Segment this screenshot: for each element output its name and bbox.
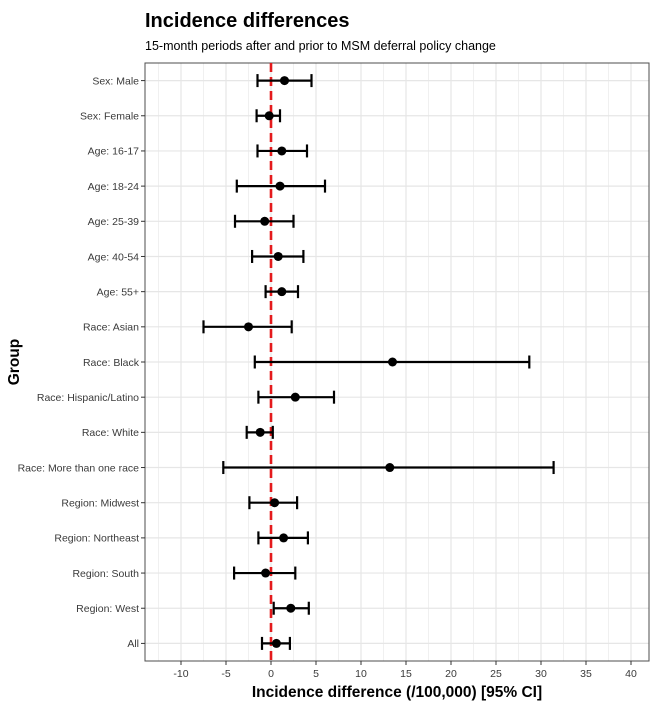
- y-tick-label: Age: 18-24: [88, 181, 140, 193]
- point-estimate: [280, 76, 289, 86]
- data-row: [272, 601, 310, 615]
- data-row: [248, 496, 299, 510]
- point-estimate: [275, 181, 285, 191]
- data-row: [264, 285, 300, 299]
- point-estimate: [290, 392, 300, 402]
- data-row: [256, 144, 309, 158]
- x-tick-label: 40: [625, 668, 637, 680]
- y-tick-label: Race: White: [82, 427, 139, 439]
- y-tick-label: Region: South: [72, 568, 139, 580]
- y-tick-label: Race: Black: [83, 357, 140, 369]
- point-estimate: [286, 603, 296, 613]
- y-tick-label: Race: More than one race: [18, 462, 140, 474]
- point-estimate: [260, 216, 270, 226]
- x-tick-label: 20: [445, 668, 457, 680]
- y-tick-label: Region: Midwest: [61, 498, 139, 510]
- point-estimate: [264, 111, 274, 121]
- data-row: [245, 425, 274, 439]
- point-estimate: [244, 322, 253, 332]
- y-tick-label: Age: 40-54: [88, 251, 140, 263]
- point-estimate: [277, 287, 287, 297]
- data-row: [222, 461, 555, 475]
- y-tick-label: Age: 25-39: [88, 216, 140, 228]
- x-tick-label: 30: [535, 668, 547, 680]
- point-estimate: [255, 427, 265, 437]
- y-tick-label: Age: 55+: [97, 286, 139, 298]
- x-tick-label: 25: [490, 668, 502, 680]
- point-estimate: [388, 357, 397, 367]
- x-tick-label: 10: [355, 668, 367, 680]
- x-tick-label: 15: [400, 668, 412, 680]
- data-row: [256, 74, 313, 88]
- point-estimate: [277, 146, 287, 156]
- data-row: [255, 109, 282, 123]
- y-tick-label: Age: 16-17: [88, 146, 140, 158]
- y-tick-label: Region: Northeast: [54, 533, 139, 545]
- point-estimate: [385, 463, 395, 473]
- point-estimate: [270, 498, 280, 508]
- data-row: [202, 320, 293, 334]
- chart-title: Incidence differences: [145, 10, 350, 32]
- data-row: [257, 390, 336, 404]
- x-tick-label: -10: [173, 668, 188, 680]
- data-row: [235, 179, 327, 193]
- x-tick-label: 35: [580, 668, 592, 680]
- y-tick-label: Region: West: [76, 603, 139, 615]
- x-tick-label: 0: [268, 668, 274, 680]
- data-row: [233, 566, 297, 580]
- data-row: [233, 214, 295, 228]
- data-row: [257, 531, 309, 545]
- point-estimate: [271, 638, 281, 648]
- data-row: [253, 355, 531, 369]
- point-estimate: [261, 568, 271, 578]
- y-tick-label: All: [127, 638, 139, 650]
- point-estimate: [279, 533, 289, 543]
- x-axis-label: Incidence difference (/100,000) [95% CI]: [252, 684, 542, 701]
- x-tick-label: -5: [221, 668, 230, 680]
- x-tick-label: 5: [313, 668, 319, 680]
- chart-subtitle: 15-month periods after and prior to MSM …: [145, 39, 496, 53]
- data-row: [260, 636, 291, 650]
- y-tick-label: Sex: Male: [92, 75, 139, 87]
- y-tick-label: Race: Asian: [83, 322, 139, 334]
- data-row: [251, 249, 305, 263]
- y-tick-label: Sex: Female: [80, 111, 139, 123]
- y-axis-label: Group: [6, 339, 23, 386]
- y-tick-label: Race: Hispanic/Latino: [37, 392, 139, 404]
- plot-area: Sex: Male Sex: Female Age: 16-17 Age: 18-24…: [18, 62, 650, 680]
- point-estimate: [273, 251, 283, 261]
